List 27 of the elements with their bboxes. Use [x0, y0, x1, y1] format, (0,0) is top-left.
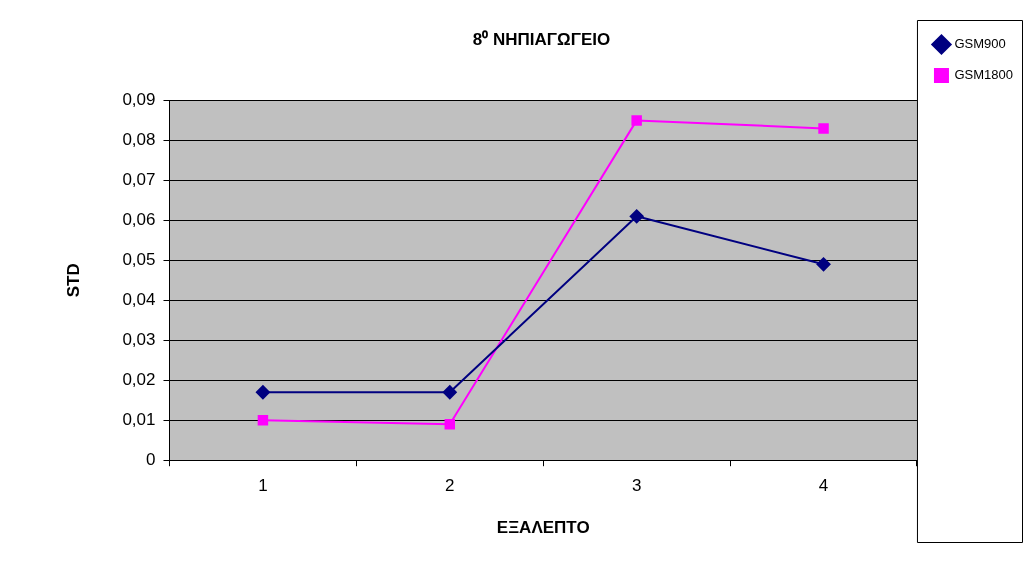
- point: [444, 418, 456, 430]
- point: [629, 209, 644, 224]
- chart-title: 8⁰ ΝΗΠΙΑΓΩΓΕΙΟ: [472, 29, 611, 49]
- point: [631, 115, 642, 126]
- x-tick-label: 2: [445, 476, 455, 496]
- y-axis-title: STD: [63, 263, 83, 298]
- y-tick-label: 0,03: [122, 329, 156, 349]
- point: [816, 257, 831, 272]
- legend-label: GSM900: [954, 36, 1006, 52]
- x-tick-label: 3: [631, 476, 642, 496]
- point: [255, 385, 270, 400]
- y-tick-label: 0,07: [122, 170, 156, 190]
- y-tick-label: 0,09: [122, 90, 156, 110]
- point: [257, 414, 269, 426]
- y-tick-label: 0,01: [122, 409, 156, 429]
- point: [818, 123, 829, 134]
- x-tick-label: 1: [258, 476, 268, 496]
- legend-label: GSM1800: [954, 67, 1014, 83]
- y-tick-label: 0,02: [122, 369, 156, 389]
- y-tick-label: 0: [146, 449, 156, 469]
- y-tick-label: 0,05: [122, 250, 156, 269]
- point: [442, 385, 457, 400]
- y-tick-label: 0,08: [122, 130, 156, 150]
- x-axis-title: ΕΞΑΛΕΠΤΟ: [496, 518, 590, 538]
- y-tick-label: 0,04: [122, 289, 156, 309]
- x-tick-label: 4: [818, 476, 829, 496]
- y-tick-label: 0,06: [122, 210, 156, 230]
